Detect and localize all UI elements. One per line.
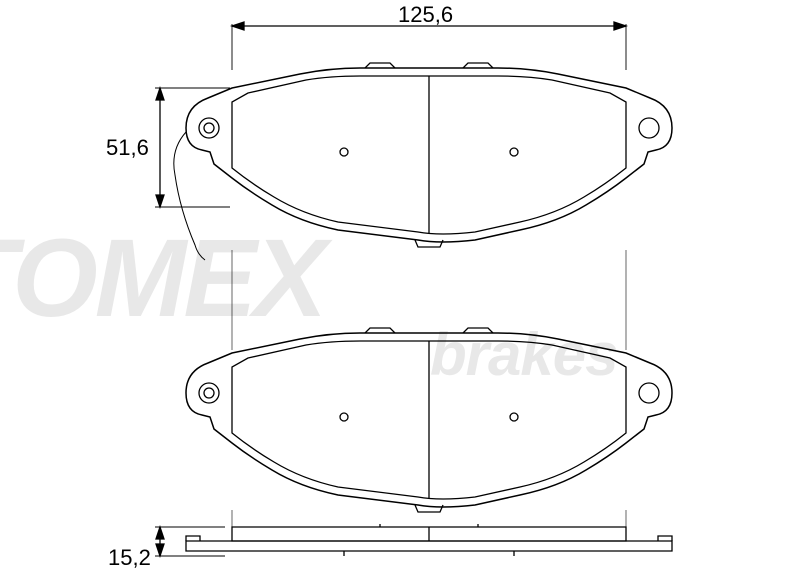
technical-drawing — [0, 0, 786, 584]
brake-pad-bottom-view — [186, 328, 672, 512]
brake-pad-top-view — [174, 63, 672, 260]
brake-pad-edge-view — [186, 524, 672, 556]
